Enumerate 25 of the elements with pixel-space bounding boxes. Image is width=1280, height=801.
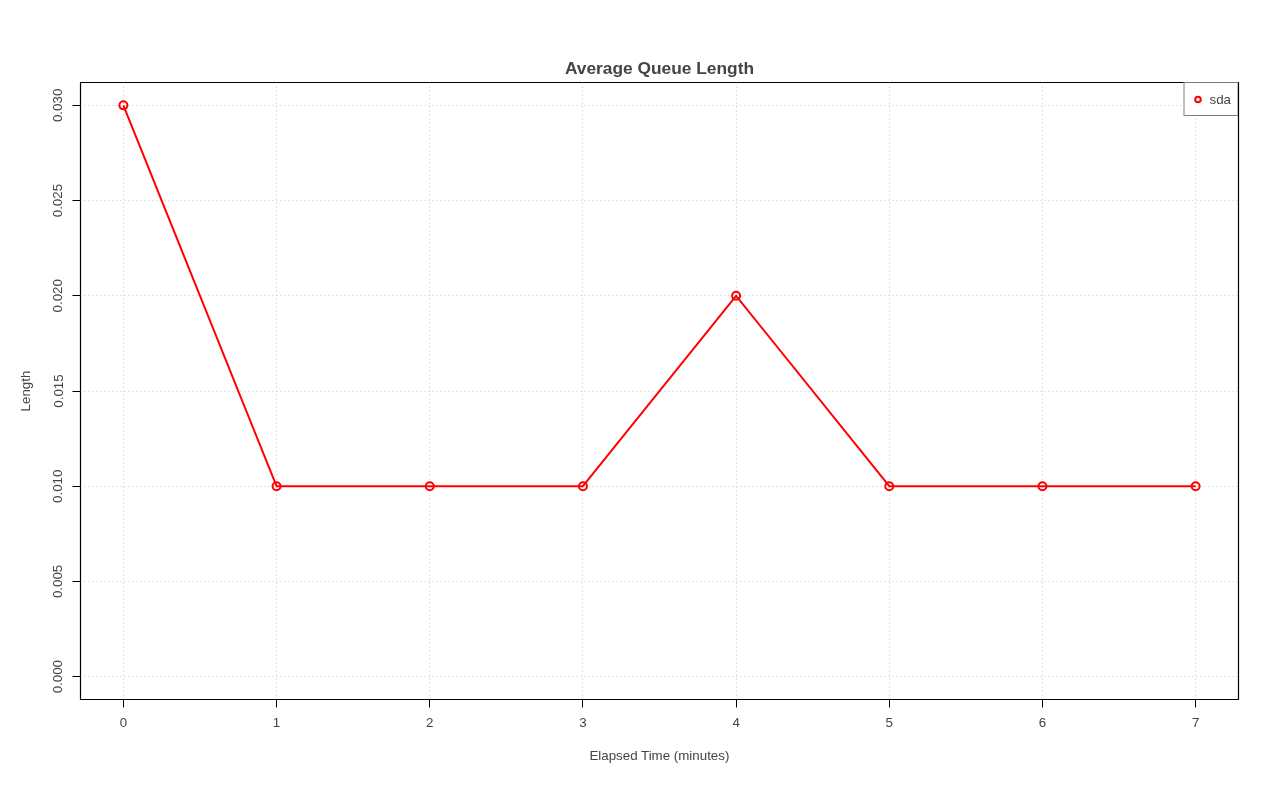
- chart-title: Average Queue Length: [564, 57, 755, 78]
- point: [1037, 481, 1048, 492]
- point: [424, 481, 435, 492]
- x-tick-label: 0: [119, 714, 128, 730]
- x-tick-label: 6: [1038, 714, 1047, 730]
- y-tick-label: 0.000: [50, 659, 66, 694]
- y-tick-label: 0.030: [50, 88, 66, 123]
- point: [731, 290, 742, 301]
- y-axis-title: Length: [17, 370, 33, 412]
- y-tick-label: 0.005: [50, 564, 66, 599]
- legend-label: sda: [1209, 91, 1231, 107]
- y-tick-label: 0.025: [50, 183, 66, 218]
- y-tick-label: 0.010: [50, 469, 66, 503]
- y-tick-label: 0.015: [50, 374, 66, 408]
- point: [271, 481, 282, 492]
- x-axis-title: Elapsed Time (minutes): [589, 747, 730, 763]
- x-tick-label: 2: [426, 714, 434, 730]
- x-tick-label: 5: [885, 714, 893, 730]
- y-tick-label: 0.020: [50, 279, 66, 313]
- x-tick-label: 1: [272, 714, 281, 730]
- x-tick-label: 4: [732, 714, 741, 730]
- point: [577, 481, 588, 492]
- x-tick-label: 7: [1191, 714, 1200, 730]
- x-tick-label: 3: [579, 714, 587, 730]
- point: [884, 481, 895, 492]
